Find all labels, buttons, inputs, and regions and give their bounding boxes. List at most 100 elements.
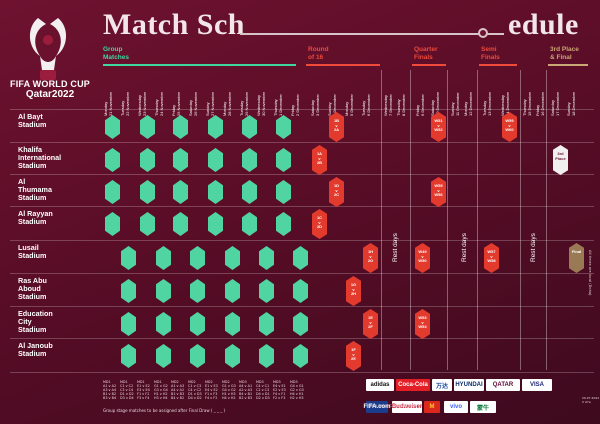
date-label: Saturday 3 December [310,94,320,116]
sponsor-logo: FIFA.com [364,401,391,413]
sponsor-note: FIFA World Cup Qatar 2022 [370,404,418,408]
date-column: Wednesday 7 December [383,76,394,118]
date-column: Saturday 10 December [430,76,441,118]
knockout-match: 1A v 2B [312,145,327,175]
group-grid-column: MD2 E1 v E3 E4 v E2 F1 v F3 F4 v F2 [205,380,218,400]
group-match-slot [225,344,240,368]
sponsor-logo: QATAR [486,379,520,391]
title-line [240,33,504,35]
date-column: Tuesday 29 November [239,76,250,118]
sponsor-logo: 万达 [432,379,452,391]
group-match-slot [121,344,136,368]
date-label: Wednesday 30 November [256,91,266,116]
stage-qf: Quarter Finals [414,46,438,61]
side-note: All times are local (Doha) [588,250,592,296]
sponsor-logo: Budweiser [392,401,422,413]
group-match-slot [156,246,171,270]
date-label: Monday 12 December [463,91,473,116]
group-match-slot [208,148,223,172]
group-match-slot [242,212,257,236]
group-match-slot [156,279,171,303]
group-match-slot [105,212,120,236]
stage-group: Group Matches [103,46,130,61]
row-divider [10,273,594,274]
date-column: Wednesday 23 November [137,76,148,118]
sponsor-logo: 蒙牛 [470,401,496,413]
group-match-slot [140,148,155,172]
group-note: Group stage matches to be assigned after… [103,408,226,413]
separator [546,70,547,370]
date-label: Sunday 11 December [450,92,460,116]
group-match-slot [190,246,205,270]
group-match-slot [259,344,274,368]
date-column: Tuesday 6 December [361,76,372,118]
group-match-slot [293,246,308,270]
group-match-slot [208,212,223,236]
logo-wordmark: FIFA WORLD CUP Qatar2022 [10,80,90,100]
knockout-match: 1B v 2A [329,112,344,142]
date-label: Friday 2 December [290,94,300,116]
date-label: Sunday 18 December [566,91,576,116]
group-match-slot [105,148,120,172]
separator [477,70,478,370]
date-label: Thursday 8 December [396,94,406,116]
date-column: Tuesday 22 November [120,76,131,118]
group-match-slot [140,212,155,236]
date-column: Thursday 15 December [522,76,533,118]
stage-sf-underline [479,64,517,66]
date-label: Monday 28 November [222,91,232,116]
group-match-slot [208,115,223,139]
row-divider [10,338,594,339]
date-label: Sunday 27 November [205,91,215,116]
separator [520,70,521,370]
group-match-slot [105,180,120,204]
date-label: Saturday 26 November [188,91,198,116]
group-grid-column: MD1 E1 v E2 E3 v E4 F1 v F2 F3 v F4 [137,380,150,400]
group-grid-column: MD1 A1 v A2 A3 v A4 B1 v B2 B3 v B4 [103,380,117,400]
group-match-slot [259,279,274,303]
group-match-slot [190,344,205,368]
date-column: Friday 25 November [171,76,182,118]
knockout-match: W51 v W52 [431,112,446,142]
separator [447,70,448,370]
knockout-match: W55 v W56 [431,177,446,207]
group-match-slot [105,115,120,139]
group-grid-column: MD2 C1 v C3 C4 v C2 D1 v D3 D4 v D2 [188,380,202,400]
knockout-match: 3rd Place [553,145,568,175]
group-match-slot [293,279,308,303]
group-grid-column: MD3 A4 v A1 A2 v A3 B4 v B1 B2 v B3 [239,380,253,400]
group-match-slot [276,115,291,139]
date-column: Thursday 24 November [154,76,165,118]
date-column: Saturday 26 November [188,76,199,118]
group-match-slot [225,312,240,336]
group-match-slot [156,344,171,368]
group-grid-column: MD2 G1 v G3 G4 v G2 H1 v H3 H4 v H2 [222,380,236,400]
group-match-slot [121,246,136,270]
row-divider [10,372,594,373]
date-label: Friday 25 November [171,91,181,116]
rest-days-label: Rest days [392,233,399,262]
sponsor-logo: vivo [444,401,468,413]
stage-third-final: 3rd Place & Final [550,46,579,61]
title-ball [478,28,488,38]
group-grid-column: MD1 G1 v G2 G3 v G4 H1 v H2 H3 v H4 [154,380,168,400]
sponsor-logo: HYUNDAI [454,379,484,391]
group-match-slot [140,180,155,204]
knockout-match: W49 v W50 [415,243,430,273]
date-label: Monday 21 November [103,91,113,116]
date-column: Thursday 1 December [273,76,284,118]
stadium-name: Al Janoub Stadium [18,341,53,358]
group-match-slot [173,148,188,172]
date-label: Tuesday 13 December [482,91,492,116]
group-match-slot [121,312,136,336]
date-column: Sunday 18 December [566,76,577,118]
sponsor-logo: adidas [366,379,394,391]
rest-days-label: Rest days [530,233,537,262]
date-column: Saturday 3 December [310,76,321,118]
row-divider [10,174,594,175]
rest-days-label: Rest days [461,233,468,262]
group-grid-column: MD1 C1 v C2 C3 v C4 D1 v D2 D3 v D4 [120,380,134,400]
date-column: Sunday 4 December [327,76,338,118]
knockout-match: 1D v 2C [329,177,344,207]
group-grid-column: MD3 E4 v E1 E2 v E3 F4 v F1 F2 v F3 [273,380,286,400]
